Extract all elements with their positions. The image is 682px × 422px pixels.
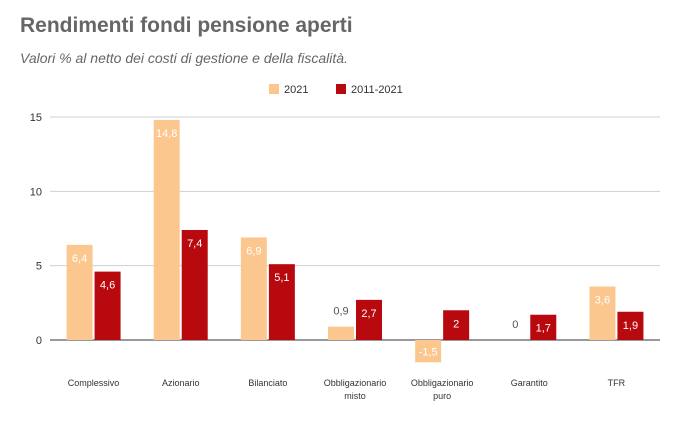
chart-subtitle: Valori % al netto dei costi di gestione … (20, 50, 348, 66)
bar-2011-2021-5 (530, 314, 557, 340)
data-label: 6,4 (72, 253, 87, 265)
chart-title: Rendimenti fondi pensione aperti (20, 14, 353, 37)
data-label: 6,9 (246, 245, 261, 257)
x-tick-label: Obbligazionario (411, 378, 474, 388)
legend-swatch-0 (269, 84, 279, 94)
y-tick-label: 0 (36, 335, 42, 347)
legend-swatch-1 (336, 84, 346, 94)
data-label: 5,1 (274, 272, 289, 284)
data-label: 3,6 (595, 294, 610, 306)
data-label: 2,7 (361, 308, 376, 320)
bar-2011-2021-2 (268, 264, 295, 340)
data-label: 4,6 (100, 280, 115, 292)
bar-2021-1 (153, 119, 180, 341)
data-label: 1,7 (536, 323, 551, 335)
x-tick-label: Azionario (162, 378, 200, 388)
data-label: 7,4 (187, 238, 202, 250)
data-label: -1,5 (419, 346, 438, 358)
x-tick-label: Bilanciato (248, 378, 287, 388)
legend-label-1: 2011-2021 (351, 84, 403, 96)
legend: 2021 2011-2021 (269, 84, 403, 96)
x-tick-label: Complessivo (68, 378, 120, 388)
data-label: 1,9 (623, 320, 638, 332)
bar-2021-6 (589, 286, 616, 340)
y-tick-label: 10 (30, 186, 42, 198)
bar-2021-3 (328, 326, 354, 340)
data-label: 0,9 (333, 306, 348, 318)
bar-2011-2021-4 (443, 310, 470, 340)
data-label: 14,8 (156, 128, 177, 140)
x-tick-label: misto (344, 391, 366, 401)
bar-2021-2 (240, 237, 267, 340)
data-labels: 6,4 4,6 14,8 7,4 6,9 5,1 0,9 2,7 -1,5 2 0 1,7 3,6 1,9 (72, 128, 638, 358)
grid-lines (50, 116, 660, 341)
bar-2021-0 (66, 244, 93, 340)
bar-2011-2021-1 (181, 229, 208, 340)
data-label: 0 (512, 319, 518, 331)
y-tick-label: 15 (30, 112, 42, 124)
x-tick-label: puro (433, 391, 451, 401)
y-tick-label: 5 (36, 261, 42, 273)
bar-2011-2021-3 (356, 299, 382, 340)
x-axis: Complessivo Azionario Bilanciato Obbligazio… (68, 378, 626, 401)
bar-2011-2021-0 (94, 271, 121, 340)
x-tick-label: Garantito (511, 378, 548, 388)
bars (66, 119, 644, 363)
bar-2011-2021-6 (617, 311, 644, 340)
legend-label-0: 2021 (284, 84, 308, 96)
x-tick-label: TFR (608, 378, 626, 388)
x-tick-label: Obbligazionario (324, 378, 387, 388)
y-axis: 0 5 10 15 (30, 112, 42, 347)
bar-2021-4 (415, 340, 442, 363)
data-label: 2 (453, 318, 459, 330)
